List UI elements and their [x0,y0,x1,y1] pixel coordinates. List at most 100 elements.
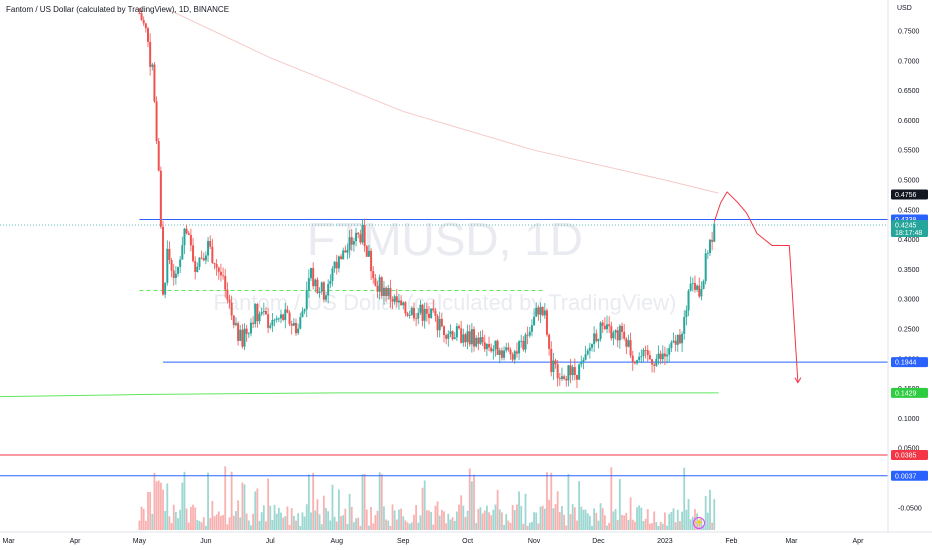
volume-bar [361,474,364,530]
chart-title: Fantom / US Dollar (calculated by Tradin… [6,5,230,14]
candle-body [342,250,345,260]
volume-bar [378,472,381,530]
volume-bar [425,510,428,530]
price-tick-label: 0.6000 [898,118,920,125]
volume-bar [706,512,709,530]
candle-body [267,314,270,328]
volume-bar [460,495,463,530]
candle-body [155,101,158,142]
candle-body [415,318,418,320]
candle-body [159,170,162,227]
candle-body [713,223,716,242]
volume-bar [636,507,638,530]
volume-bar [659,521,662,530]
volume-bar [702,525,705,530]
candle-body [666,354,669,357]
candle-body [698,285,701,297]
candle-body [505,347,508,351]
volume-bar [162,489,164,530]
volume-bar [582,509,585,530]
candle-body [374,278,377,286]
candle-body [599,322,602,340]
volume-bar [646,509,649,530]
candle-body [541,306,544,316]
candle-body [355,232,358,242]
volume-bar [531,521,533,530]
volume-bar [292,515,295,530]
volume-bar [451,517,454,530]
candle-body [571,367,574,376]
volume-bar [676,509,679,530]
candle-body [427,313,430,318]
volume-bar [355,518,357,530]
volume-bar [368,525,370,530]
volume-bar [586,513,589,530]
volume-bar [672,508,675,530]
price-badge-label: 0.4245 [895,222,917,229]
volume-bar [275,513,278,530]
candle-body [189,234,192,246]
volume-bar [325,508,327,530]
candle-body [230,302,233,316]
candle-body [363,225,366,247]
volume-bar [159,482,162,530]
candle-body [258,313,261,322]
price-badge-label: 0.1944 [895,360,917,367]
volume-bar [198,520,201,530]
candle-body [312,267,315,287]
candle-body [582,359,585,362]
candle-body [376,285,379,292]
volume-bar [295,520,297,530]
candle-body [277,318,280,320]
volume-bar [603,515,606,530]
candle-body [340,256,343,260]
candle-body [222,275,225,277]
candle-body [511,354,514,360]
candle-body [588,347,591,351]
volume-bar [543,508,546,530]
volume-bar [280,512,282,530]
time-tick-label: Apr [70,538,82,545]
volume-bar [588,515,591,530]
candle-body [290,323,293,326]
volume-bar [260,512,263,530]
volume-bar [147,491,149,530]
flash-icon[interactable]: ⚡ [693,517,705,529]
volume-bar [687,499,690,530]
volume-bar [640,507,643,530]
candle-body [556,364,559,379]
candle-body [565,378,568,381]
volume-bar [400,508,403,530]
volume-bar [485,505,488,530]
volume-bar [262,505,265,530]
candle-body [449,331,452,335]
time-axis[interactable]: Mar Apr May Jun Jul Aug Sep Oct Nov Dec 2023 Feb Mar… [3,538,865,545]
volume-bar [470,481,473,530]
candle-body [642,349,645,357]
candle-body [646,350,649,356]
price-axis[interactable]: 0.7500 0.7000 0.6500 0.6000 0.5500 0.5000 0.45… [898,29,922,513]
candle-body [204,255,207,261]
volume-bar [232,515,235,530]
candle-body [689,283,692,291]
candle-body [228,299,231,303]
volume-bar [443,511,445,530]
candle-body [550,348,553,373]
price-tick-label: 0.5500 [898,148,920,155]
volume-bar [434,505,437,530]
candle-body [219,271,222,276]
candle-body [595,333,598,342]
volume-bar [578,481,581,530]
candle-body [269,325,272,328]
volume-bar [621,514,623,530]
volume-bar [239,517,242,530]
volume-bar [207,472,209,530]
volume-bar [243,484,246,530]
volume-bar [453,520,456,530]
volume-bar [337,489,340,530]
candle-body [507,347,510,350]
candle-body [618,325,621,341]
candle-body [545,310,548,335]
candle-body [524,334,527,350]
